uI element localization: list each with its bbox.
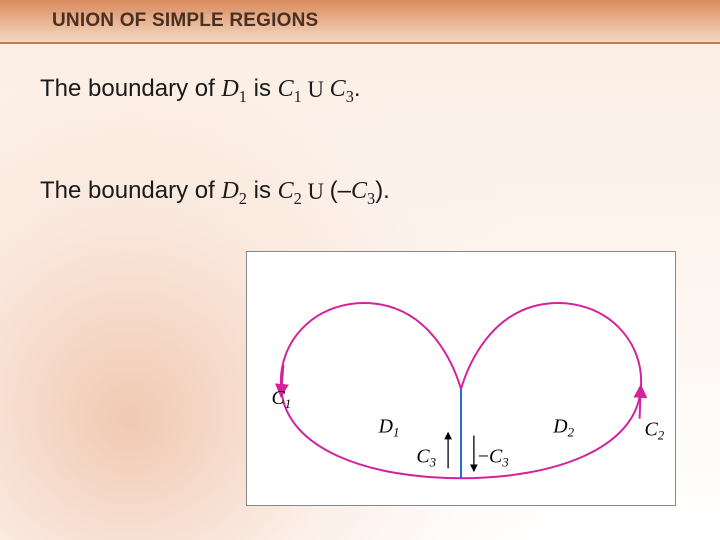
text: ).: [375, 177, 390, 204]
sub: 3: [367, 189, 375, 208]
sub: 2: [294, 189, 302, 208]
sub: 3: [346, 87, 354, 106]
slide: UNION OF SIMPLE REGIONS The boundary of …: [0, 0, 720, 540]
var-C: C: [278, 76, 294, 102]
label-d2: D2: [552, 416, 574, 440]
figure-svg: C1 D1 C3 −C3 D2 C2: [247, 252, 675, 505]
figure-labels: C1 D1 C3 −C3 D2 C2: [271, 387, 664, 470]
sub: 2: [239, 189, 247, 208]
text: (–: [330, 177, 351, 204]
label-c3: C3: [416, 445, 436, 469]
union-symbol: U: [302, 77, 330, 102]
union-symbol: U: [302, 179, 330, 204]
text: The boundary of: [40, 177, 221, 204]
var-C: C: [330, 76, 346, 102]
text: The boundary of: [40, 75, 221, 102]
boundary-d2-text: The boundary of D2 is C2 U (–C3).: [40, 176, 390, 209]
text: is: [247, 75, 278, 102]
var-D: D: [221, 76, 238, 102]
label-d1: D1: [378, 416, 400, 440]
slide-title: UNION OF SIMPLE REGIONS: [52, 10, 318, 32]
text: .: [354, 75, 361, 102]
label-c2: C2: [645, 419, 665, 443]
boundary-d1-text: The boundary of D1 is C1 U C3.: [40, 74, 361, 107]
var-D: D: [221, 178, 238, 204]
sub: 1: [294, 87, 302, 106]
header-underline: [0, 42, 720, 44]
var-C: C: [278, 178, 294, 204]
text: is: [247, 177, 278, 204]
var-C: C: [351, 178, 367, 204]
label-neg-c3: −C3: [478, 445, 509, 469]
figure: C1 D1 C3 −C3 D2 C2: [246, 251, 676, 506]
sub: 1: [239, 87, 247, 106]
c2-arrow: [640, 391, 641, 419]
label-c1: C1: [271, 387, 291, 411]
